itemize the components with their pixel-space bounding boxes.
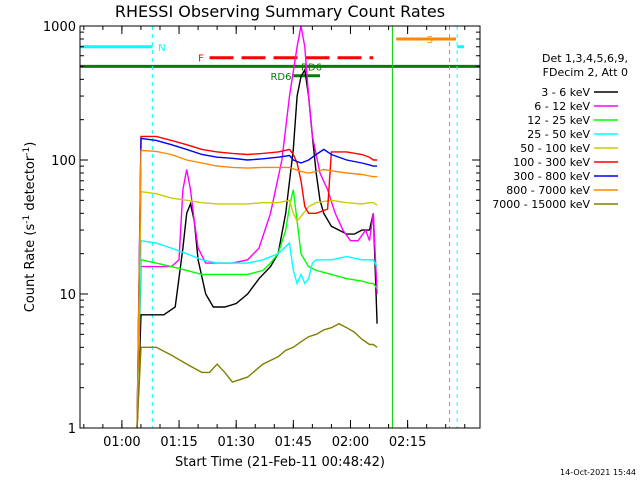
legend-header-line-1: Det 1,3,4,5,6,9, — [542, 52, 628, 65]
y-tick-label: 1000 — [43, 20, 76, 35]
series-line-2 — [136, 189, 378, 429]
annotations-layer: N S F RD6 RD6 — [80, 26, 480, 428]
x-tick-label: 02:15 — [389, 435, 426, 450]
chart-title: RHESSI Observing Summary Count Rates — [115, 2, 445, 21]
series-line-0 — [136, 67, 378, 429]
x-tick-label: 01:45 — [275, 435, 312, 450]
legend-label-2: 12 - 25 keV — [527, 114, 590, 127]
legend-label-5: 100 - 300 keV — [513, 156, 590, 169]
y-axis-label: Count Rate (s-1 detector-1) — [22, 142, 38, 313]
footer-timestamp: 14-Oct-2021 15:44 — [560, 468, 636, 477]
series-layer — [136, 25, 378, 429]
legend-label-7: 800 - 7000 keV — [506, 184, 590, 197]
y-tick-label: 1 — [68, 422, 76, 437]
y-tick-label: 10 — [59, 288, 76, 303]
legend-label-0: 3 - 6 keV — [541, 86, 590, 99]
annotation-label-4: RD6 — [301, 62, 322, 73]
x-tick-label: 01:15 — [160, 435, 197, 450]
series-line-3 — [136, 239, 378, 429]
legend-label-1: 6 - 12 keV — [534, 100, 590, 113]
annotation-label-3: RD6 — [270, 72, 291, 83]
series-line-5 — [136, 135, 378, 429]
plot-frame — [79, 25, 481, 429]
x-axis-label: Start Time (21-Feb-11 00:48:42) — [175, 455, 385, 470]
annotation-label-2: F — [198, 54, 204, 65]
x-tick-label: 02:00 — [332, 435, 369, 450]
x-tick-label: 01:30 — [217, 435, 254, 450]
series-line-1 — [136, 25, 378, 429]
legend-label-3: 25 - 50 keV — [527, 128, 590, 141]
legend-label-8: 7000 - 15000 keV — [492, 198, 590, 211]
axes-layer: 1 10 100 1000 01:00 01:15 01:30 01:45 02:00 02:15 — [43, 20, 481, 450]
series-line-7 — [136, 149, 378, 429]
x-tick-label: 01:00 — [103, 435, 140, 450]
annotation-label-1: S — [427, 35, 433, 46]
y-tick-label: 100 — [51, 154, 76, 169]
series-line-8 — [136, 322, 378, 429]
legend-label-4: 50 - 100 keV — [520, 142, 590, 155]
annotation-label-0: N — [158, 43, 165, 54]
series-line-4 — [136, 190, 378, 429]
legend-label-6: 300 - 800 keV — [513, 170, 590, 183]
legend-header-line-2: FDecim 2, Att 0 — [543, 66, 628, 79]
series-line-6 — [136, 137, 378, 429]
